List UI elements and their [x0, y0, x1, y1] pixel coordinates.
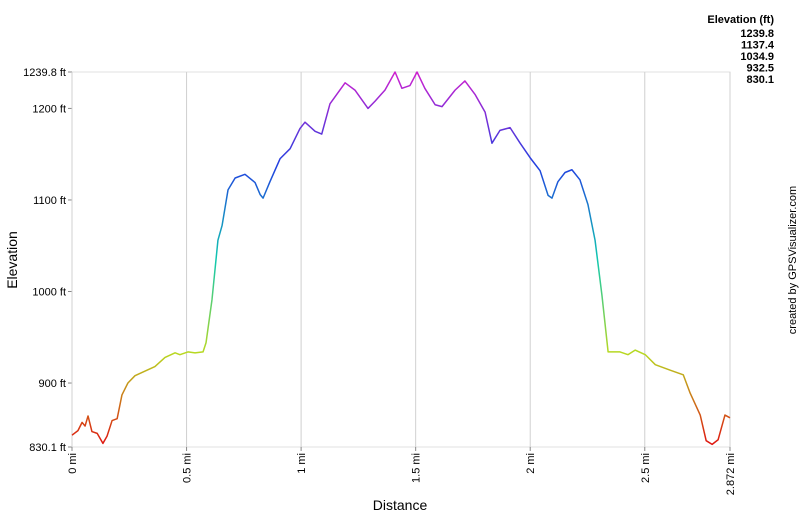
y-tick-label: 900 ft: [38, 378, 66, 390]
y-tick-label: 830.1 ft: [29, 442, 66, 454]
legend-title: Elevation (ft): [707, 14, 774, 26]
legend-value: 932.5: [746, 63, 774, 75]
y-tick-label: 1200 ft: [32, 103, 66, 115]
x-tick-label: 2.872 mi: [725, 453, 737, 495]
x-tick-label: 1.5 mi: [411, 453, 423, 483]
legend-value: 830.1: [746, 74, 774, 86]
legend-value: 1239.8: [740, 28, 774, 40]
x-tick-label: 1 mi: [296, 453, 308, 474]
x-tick-label: 2.5 mi: [640, 453, 652, 483]
elevation-line: [71, 71, 731, 446]
y-tick-label: 1000 ft: [32, 286, 66, 298]
x-tick-label: 2 mi: [525, 453, 537, 474]
x-axis-label: Distance: [373, 497, 428, 513]
legend-value: 1034.9: [740, 51, 774, 63]
legend-value: 1137.4: [741, 40, 775, 52]
y-tick-label: 1239.8 ft: [23, 67, 66, 79]
x-tick-label: 0.5 mi: [182, 453, 194, 483]
credit: created by GPSVisualizer.com: [787, 186, 799, 334]
y-tick-label: 1100 ft: [33, 195, 66, 207]
plot-frame: [71, 71, 731, 448]
y-axis-label: Elevation: [4, 231, 20, 289]
x-tick-label: 0 mi: [67, 453, 79, 474]
